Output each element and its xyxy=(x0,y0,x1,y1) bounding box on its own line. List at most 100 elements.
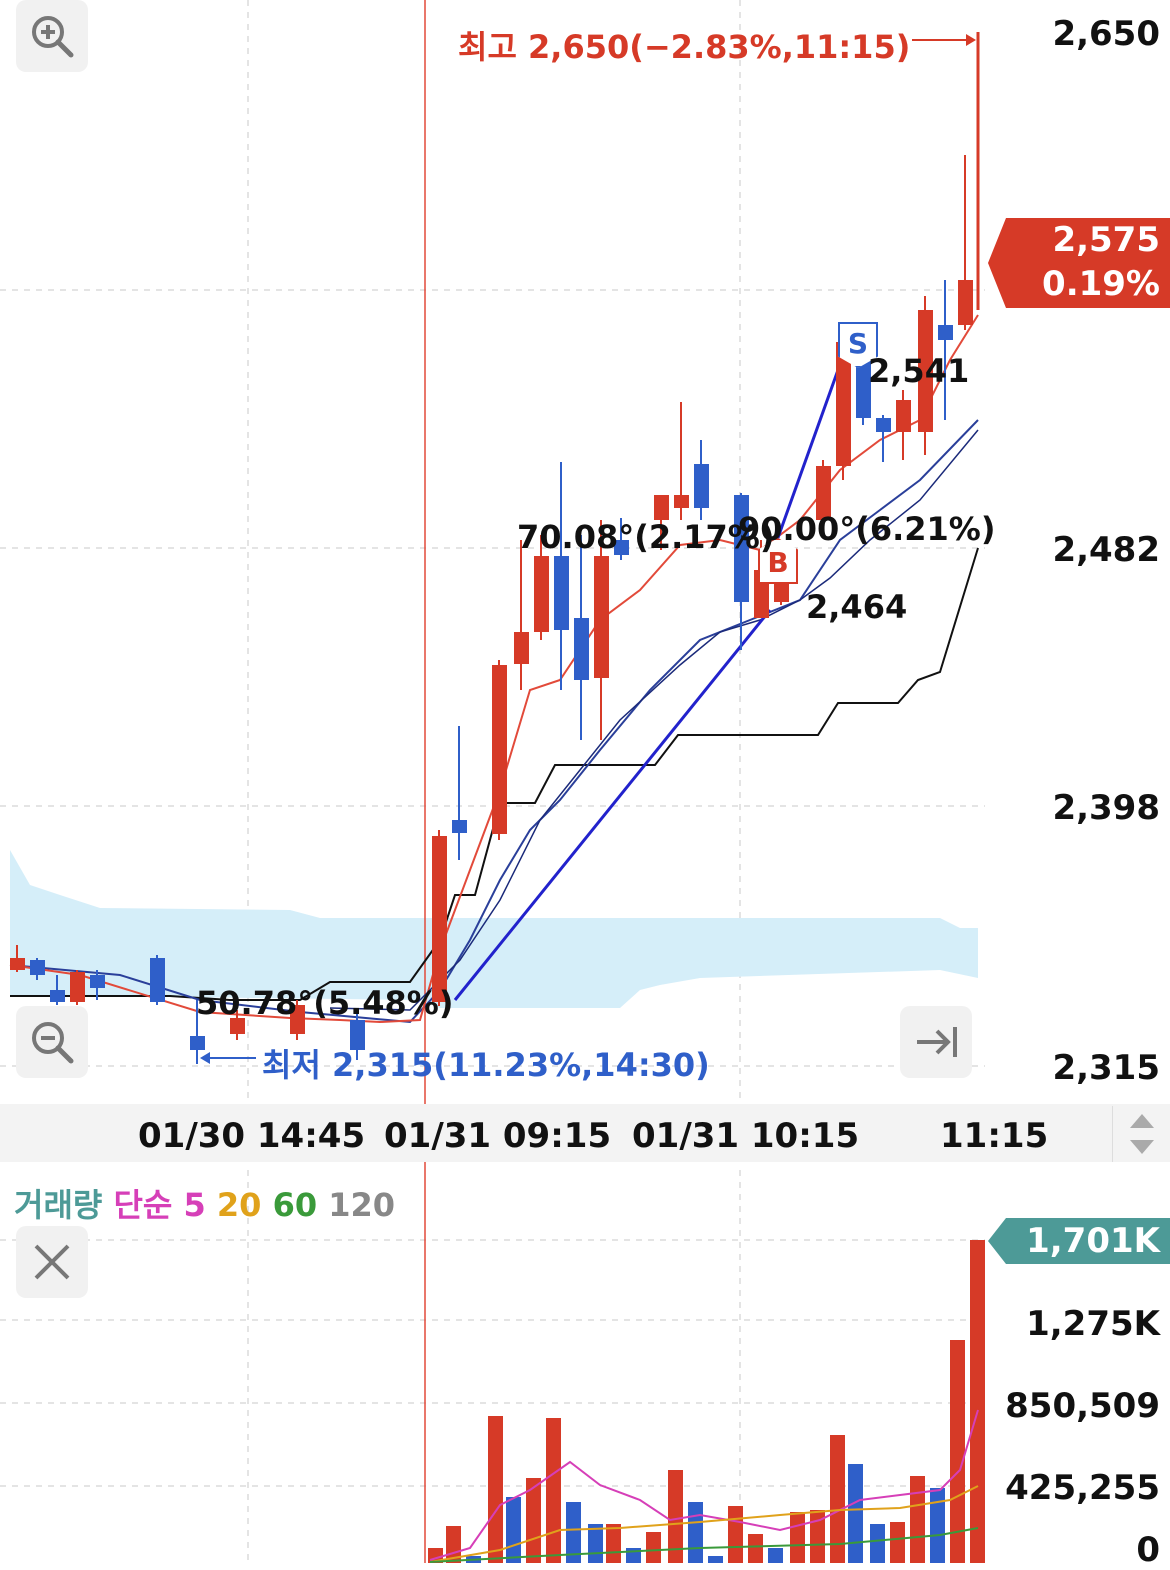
up-down-arrows-icon xyxy=(1130,1114,1154,1154)
volume-axis-label: 425,255 xyxy=(1005,1468,1160,1508)
buy-marker[interactable]: B xyxy=(758,538,798,584)
candle-body[interactable] xyxy=(918,310,933,432)
volume-ma5-label: 5 xyxy=(183,1186,206,1224)
volume-axis-label: 850,509 xyxy=(1005,1386,1160,1426)
candle-body[interactable] xyxy=(230,1018,245,1034)
volume-bar xyxy=(950,1340,965,1563)
candle-body[interactable] xyxy=(654,495,669,520)
candle-body[interactable] xyxy=(614,540,629,555)
low-price-label: 최저 2,315(11.23%,14:30) xyxy=(262,1046,710,1084)
candlestick-series[interactable] xyxy=(10,155,973,1064)
volume-ma-type: 단순 xyxy=(113,1186,173,1224)
candle-body[interactable] xyxy=(734,495,749,602)
volume-bar xyxy=(970,1240,985,1563)
candle-body[interactable] xyxy=(452,820,467,833)
current-price-value: 2,575 xyxy=(1052,220,1160,260)
trend-lines[interactable] xyxy=(453,369,840,1001)
volume-legend[interactable]: 거래량 단순 5 20 60 120 xyxy=(14,1180,395,1226)
magnifier-plus-icon xyxy=(32,16,74,58)
candle-body[interactable] xyxy=(836,342,851,466)
candle-body[interactable] xyxy=(554,556,569,630)
volume-bar xyxy=(810,1510,825,1563)
candle-body[interactable] xyxy=(290,1005,305,1034)
candle-body[interactable] xyxy=(856,360,871,418)
volume-ma60-line xyxy=(429,1527,979,1563)
high-arrow-head xyxy=(966,34,976,46)
time-axis-bar[interactable] xyxy=(0,1104,1170,1162)
volume-bar xyxy=(910,1476,925,1563)
volume-bar xyxy=(748,1534,763,1563)
volume-axis-label: 1,275K xyxy=(1026,1304,1160,1344)
volume-axis-label: 0 xyxy=(1136,1530,1160,1570)
scroll-handle[interactable] xyxy=(1112,1106,1170,1162)
volume-bar xyxy=(488,1416,503,1563)
volume-bar xyxy=(830,1435,845,1563)
current-price-tag: 2,575 0.19% xyxy=(988,218,1170,308)
candle-body[interactable] xyxy=(70,972,85,1002)
candle-body[interactable] xyxy=(876,418,891,432)
candle-body[interactable] xyxy=(514,632,529,664)
price-axis-label: 2,650 xyxy=(1052,14,1160,54)
angle-label-2: 70.08°(2.17%) xyxy=(517,518,775,556)
volume-bar xyxy=(566,1502,581,1563)
candle-body[interactable] xyxy=(694,464,709,508)
arrow-to-end-icon xyxy=(917,1027,957,1057)
candle-body[interactable] xyxy=(50,990,65,1002)
time-axis-label: 01/30 14:45 xyxy=(138,1116,366,1156)
zoom-out-button[interactable] xyxy=(16,1006,88,1078)
candle-body[interactable] xyxy=(190,1036,205,1050)
current-price-change: 0.19% xyxy=(1042,264,1160,304)
candle-body[interactable] xyxy=(594,556,609,678)
volume-title: 거래량 xyxy=(14,1186,103,1224)
candle-body[interactable] xyxy=(674,495,689,508)
volume-bar xyxy=(890,1522,905,1563)
volume-bar xyxy=(768,1548,783,1563)
volume-bar xyxy=(606,1524,621,1563)
baseline-line xyxy=(10,547,979,1001)
price-axis-label: 2,482 xyxy=(1052,530,1160,570)
volume-bar xyxy=(790,1512,805,1563)
time-axis-label: 01/31 10:15 xyxy=(632,1116,860,1156)
volume-bar xyxy=(688,1502,703,1563)
candle-body[interactable] xyxy=(574,618,589,680)
volume-bar xyxy=(728,1506,743,1563)
candle-body[interactable] xyxy=(938,325,953,340)
volume-ma5-line xyxy=(429,1409,979,1561)
price-point-label-1: 2,541 xyxy=(868,352,970,390)
volume-ma120-label: 120 xyxy=(328,1186,396,1224)
candle-body[interactable] xyxy=(816,466,831,520)
magnifier-minus-icon xyxy=(32,1022,74,1064)
candle-body[interactable] xyxy=(150,958,165,1002)
candle-body[interactable] xyxy=(30,960,45,975)
candle-body[interactable] xyxy=(492,665,507,834)
candle-body[interactable] xyxy=(896,400,911,432)
volume-bar xyxy=(848,1464,863,1563)
volume-ma60-label: 60 xyxy=(272,1186,318,1224)
candle-body[interactable] xyxy=(350,1020,365,1050)
candle-body[interactable] xyxy=(432,836,447,1002)
volume-ma20-line xyxy=(429,1485,979,1563)
candle-body[interactable] xyxy=(534,556,549,632)
go-to-latest-button[interactable] xyxy=(900,1006,972,1078)
volume-current-tag: 1,701K xyxy=(988,1218,1170,1264)
volume-ma20-label: 20 xyxy=(216,1186,262,1224)
time-axis-label: 01/31 09:15 xyxy=(384,1116,612,1156)
sell-marker[interactable]: S xyxy=(838,322,878,368)
volume-bar xyxy=(646,1532,661,1563)
candle-body[interactable] xyxy=(958,280,973,325)
time-axis-label: 11:15 xyxy=(940,1116,1049,1156)
volume-bar xyxy=(708,1556,723,1563)
volume-bar xyxy=(870,1524,885,1563)
ichimoku-cloud xyxy=(10,850,978,1008)
close-icon xyxy=(34,1244,70,1280)
candle-body[interactable] xyxy=(90,975,105,988)
volume-bar xyxy=(930,1488,945,1563)
price-axis-label: 2,315 xyxy=(1052,1048,1160,1088)
candle-body[interactable] xyxy=(10,958,25,970)
close-volume-button[interactable] xyxy=(16,1226,88,1298)
angle-label-1: 50.78°(5.48%) xyxy=(196,984,454,1022)
low-arrow-head xyxy=(200,1052,210,1064)
zoom-in-button[interactable] xyxy=(16,0,88,72)
